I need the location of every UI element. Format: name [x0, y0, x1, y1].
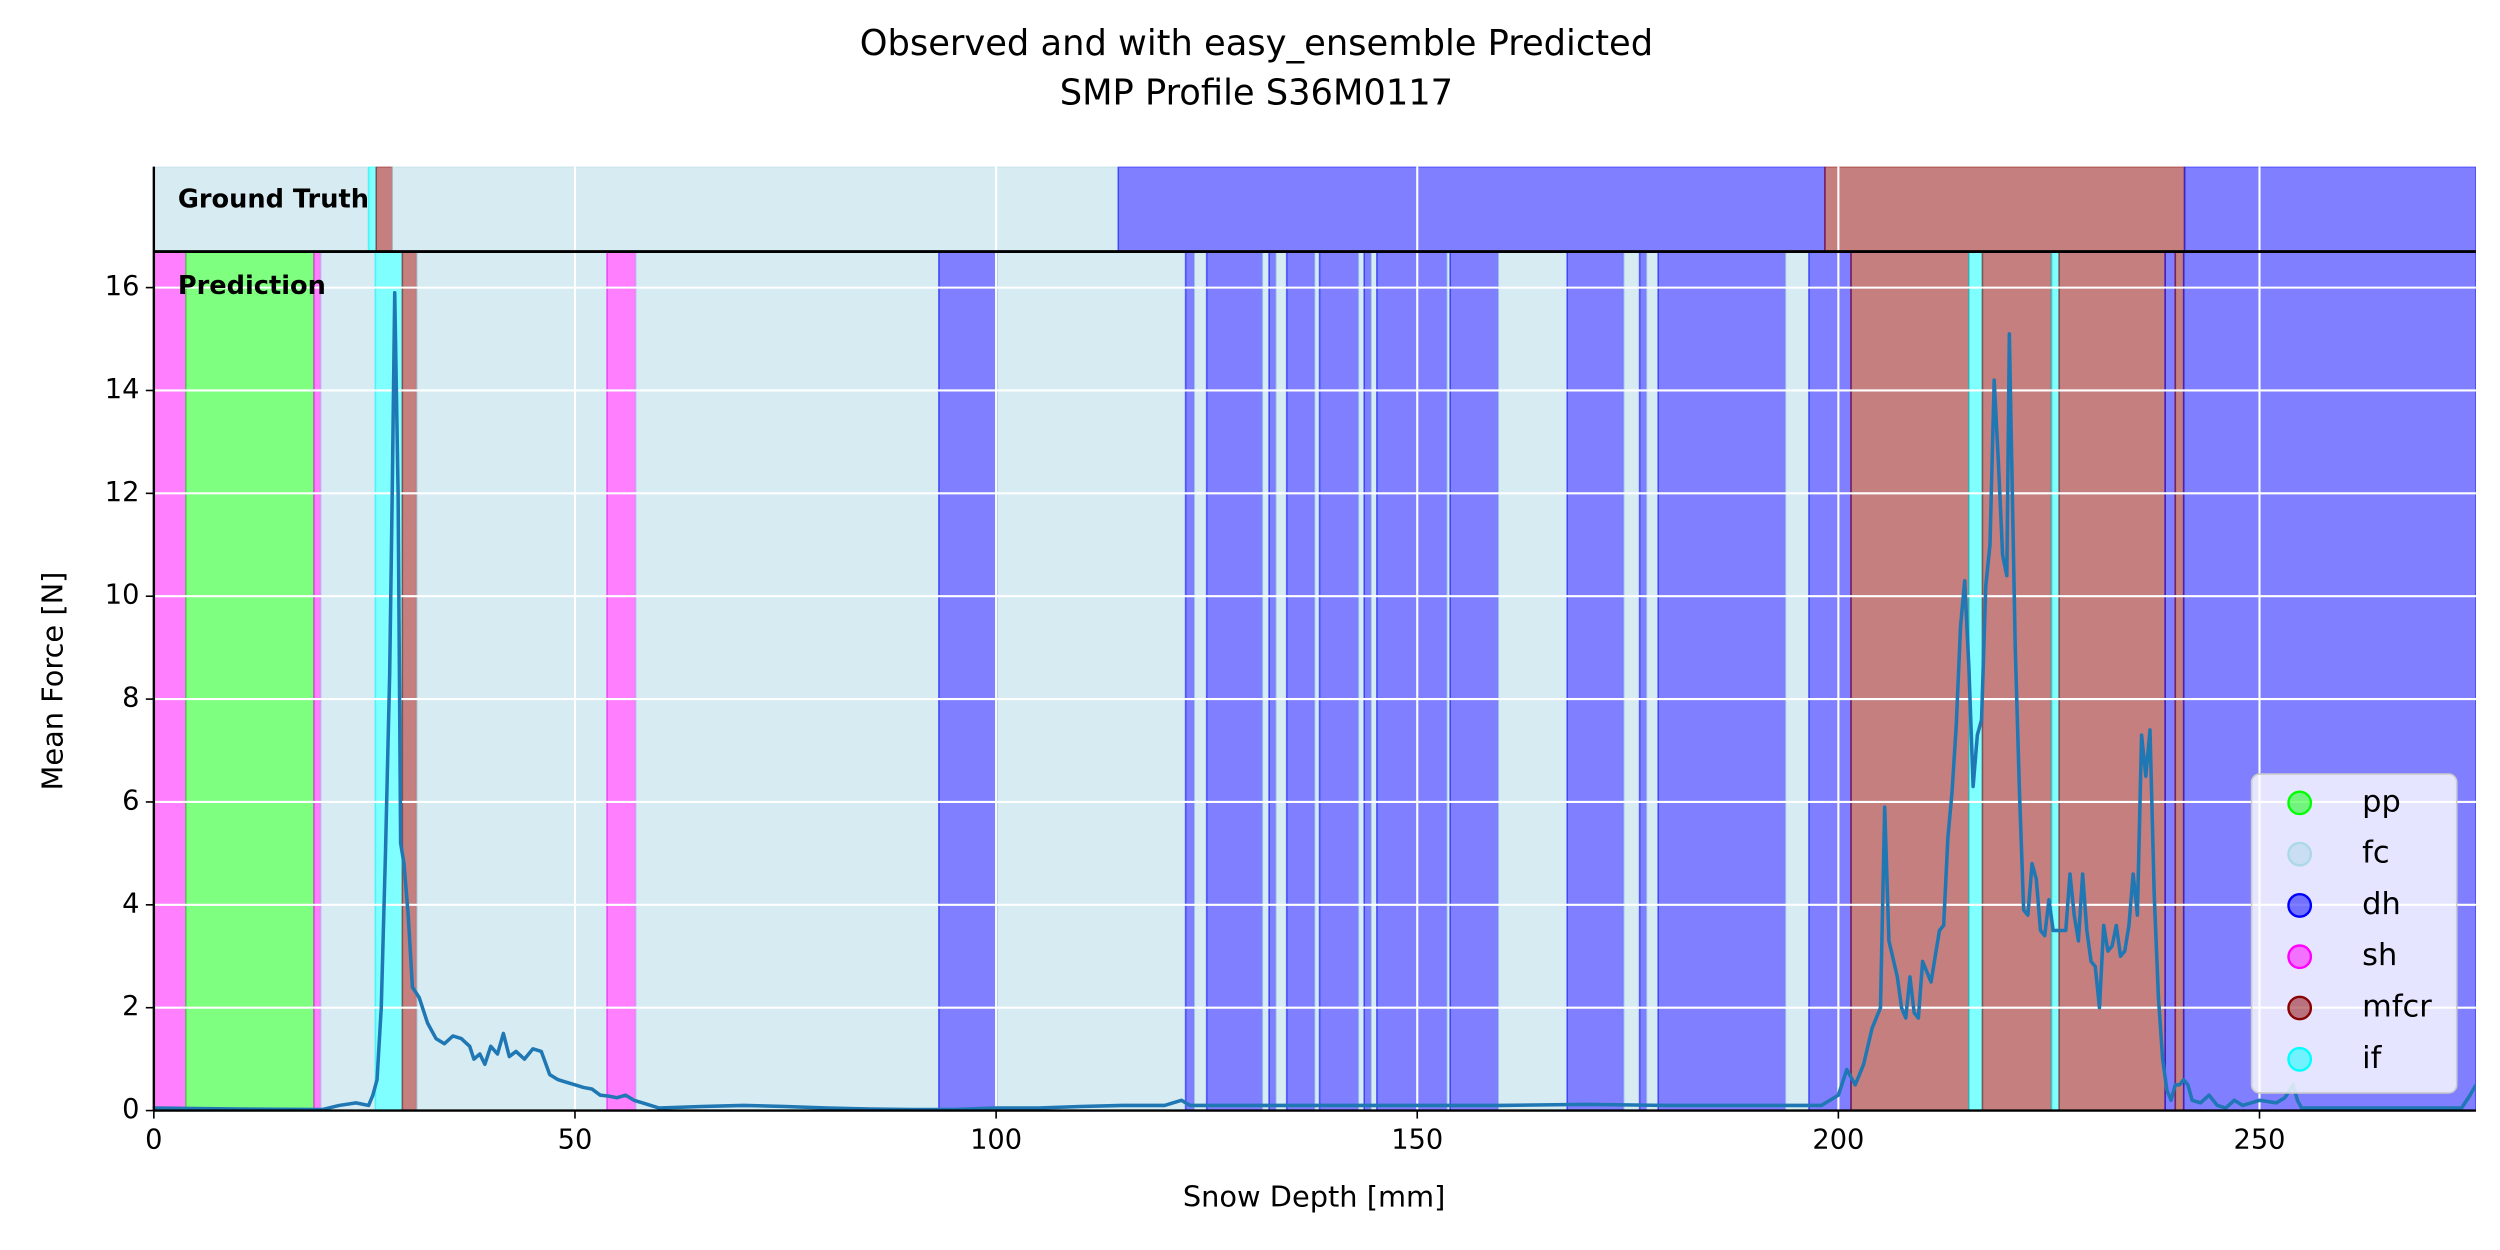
x-tick-label: 0: [145, 1125, 162, 1156]
ground-truth-label: Ground Truth: [178, 184, 369, 214]
x-axis-label: Snow Depth [mm]: [1183, 1180, 1446, 1214]
class-band: [1622, 250, 1641, 1111]
legend-marker: [2287, 790, 2313, 816]
class-band: [634, 250, 940, 1111]
force-line: [153, 290, 2476, 1111]
y-tick-label: 6: [122, 785, 139, 816]
class-band: [2174, 250, 2185, 1111]
x-tick-label: 150: [1391, 1125, 1443, 1156]
x-tick-label: 50: [558, 1125, 593, 1156]
legend-marker: [2287, 1046, 2313, 1072]
legend-label: fc: [2362, 836, 2389, 871]
y-tick-label: 0: [122, 1094, 139, 1125]
class-band: [1784, 250, 1810, 1111]
legend-label: sh: [2362, 938, 2397, 973]
x-tick-label: 200: [1812, 1125, 1864, 1156]
y-tick-label: 10: [105, 580, 140, 611]
y-tick-label: 12: [105, 477, 140, 508]
legend-label: pp: [2362, 784, 2401, 819]
legend: pp fc dh sh mfcr if: [2250, 773, 2458, 1094]
class-band: [1370, 250, 1378, 1111]
legend-label: dh: [2362, 887, 2401, 922]
y-axis-label: Mean Force [N]: [35, 572, 69, 791]
axes: 0 50 100 150 200 250 0 2 4 6 8 10 12 14 16 Ground Truth…: [105, 166, 2476, 1156]
y-tick-label: 16: [105, 271, 140, 302]
class-band: [1645, 250, 1659, 1111]
class-band: [2058, 250, 2166, 1111]
class-band: [391, 166, 1120, 253]
legend-marker: [2287, 841, 2313, 867]
legend-label: mfcr: [2362, 990, 2432, 1025]
legend-marker: [2287, 995, 2313, 1021]
class-band: [1638, 250, 1648, 1111]
class-band: [1193, 250, 1208, 1111]
grid: [152, 166, 2476, 1112]
class-band: [1261, 250, 1270, 1111]
force-line: [153, 290, 2476, 1111]
class-band: [1285, 250, 1316, 1111]
chart-title: Observed and with easy_ensemble Predicte…: [860, 23, 1653, 64]
class-band: [1808, 250, 1852, 1111]
class-band: [185, 250, 315, 1111]
class-band: [319, 250, 377, 1111]
class-band: [1274, 250, 1288, 1111]
class-band: [1184, 250, 1195, 1111]
class-band: [1318, 250, 1360, 1111]
class-band: [415, 250, 608, 1111]
class-band: [2164, 250, 2177, 1111]
class-band: [401, 250, 418, 1111]
y-tick-label: 4: [122, 888, 139, 919]
class-band: [367, 166, 378, 253]
y-tick-label: 14: [105, 374, 140, 405]
class-band: [1497, 250, 1568, 1111]
prediction-bands: [153, 250, 2476, 1111]
class-band: [1449, 250, 1499, 1111]
class-band: [606, 250, 637, 1111]
class-band: [1376, 250, 1448, 1111]
class-band: [1824, 166, 2186, 253]
class-band: [996, 250, 1187, 1111]
class-band: [1268, 250, 1277, 1111]
legend-marker: [2287, 944, 2313, 970]
chart-title: SMP Profile S36M0117: [1060, 73, 1453, 114]
y-tick-label: 8: [122, 683, 139, 714]
x-tick-label: 100: [970, 1125, 1022, 1156]
class-band: [2183, 166, 2476, 253]
x-tick-label: 250: [2234, 1125, 2286, 1156]
class-band: [938, 250, 998, 1111]
class-band: [2050, 250, 2060, 1111]
class-band: [1117, 166, 1826, 253]
class-band: [313, 250, 322, 1111]
class-band: [1205, 250, 1264, 1111]
prediction-label: Prediction: [178, 271, 326, 301]
legend-marker: [2287, 893, 2313, 918]
class-band: [1357, 250, 1365, 1111]
class-band: [1566, 250, 1625, 1111]
class-band: [1657, 250, 1787, 1111]
y-tick-label: 2: [122, 991, 139, 1022]
class-band: [375, 166, 394, 253]
legend-label: if: [2362, 1041, 2382, 1076]
class-band: [1363, 250, 1372, 1111]
class-band: [153, 250, 187, 1111]
legend-box: [2250, 773, 2458, 1094]
ground-truth-bands: [153, 166, 2476, 253]
